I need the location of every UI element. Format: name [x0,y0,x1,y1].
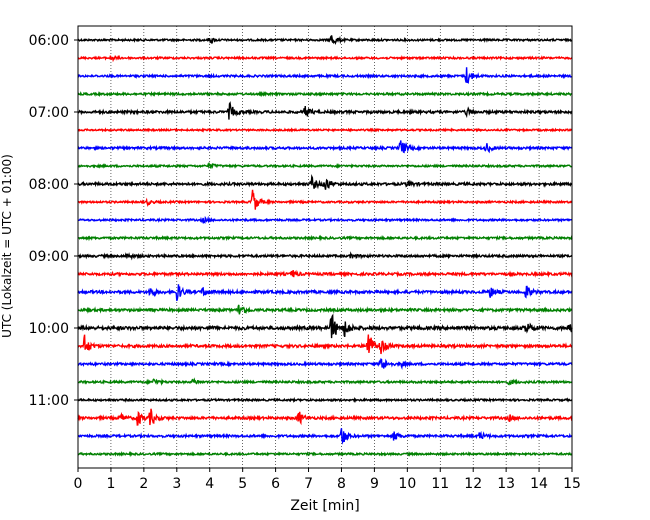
trace-1045 [77,377,573,386]
x-tick-label: 4 [205,476,214,492]
trace-0700 [77,101,573,120]
seismic-traces [77,35,573,458]
trace-1000 [77,313,573,339]
x-tick-label: 10 [398,476,416,492]
x-axis-ticks: 0 1 2 3 4 5 6 7 8 9 10 11 12 13 14 15 [74,468,581,492]
trace-0800 [77,174,573,190]
y-tick-label: 10:00 [29,321,69,337]
x-tick-label: 1 [106,476,115,492]
y-axis-label: UTC (Lokalzeit = UTC + 01:00) [0,154,14,338]
vertical-grid-lines [110,26,540,468]
y-tick-label: 11:00 [29,393,69,409]
trace-1145 [77,450,573,458]
trace-0815 [77,189,573,210]
trace-0830 [77,215,573,225]
x-tick-label: 6 [271,476,280,492]
x-tick-label: 12 [464,476,482,492]
trace-0630 [77,67,573,85]
trace-0945 [77,304,573,315]
trace-1115 [77,408,573,426]
trace-1015 [77,334,573,355]
x-tick-label: 11 [431,476,449,492]
trace-0845 [77,234,573,242]
trace-0715 [77,127,573,133]
x-tick-label: 7 [304,476,313,492]
x-tick-label: 13 [497,476,515,492]
y-axis-ticks: 06:00 07:00 08:00 09:00 10:00 11:00 [29,33,78,409]
trace-0600 [77,35,573,45]
plot-frame [77,25,573,469]
y-tick-label: 08:00 [29,177,69,193]
y-tick-label: 06:00 [29,33,69,49]
x-tick-label: 8 [337,476,346,492]
x-axis-label: Zeit [min] [290,498,359,514]
trace-0915 [77,269,573,278]
trace-0645 [77,90,573,98]
trace-0730 [77,140,573,154]
trace-1030 [77,358,573,370]
x-tick-label: 2 [139,476,148,492]
x-tick-label: 15 [563,476,581,492]
trace-0930 [77,284,573,302]
trace-0615 [77,54,573,63]
trace-0900 [77,251,573,261]
x-tick-label: 5 [238,476,247,492]
trace-1130 [77,428,573,445]
y-tick-label: 07:00 [29,105,69,121]
x-tick-label: 3 [172,476,181,492]
trace-1100 [77,396,573,404]
y-tick-label: 09:00 [29,249,69,265]
trace-0745 [77,161,573,170]
x-tick-label: 0 [74,476,83,492]
x-tick-label: 9 [370,476,379,492]
x-tick-label: 14 [530,476,548,492]
